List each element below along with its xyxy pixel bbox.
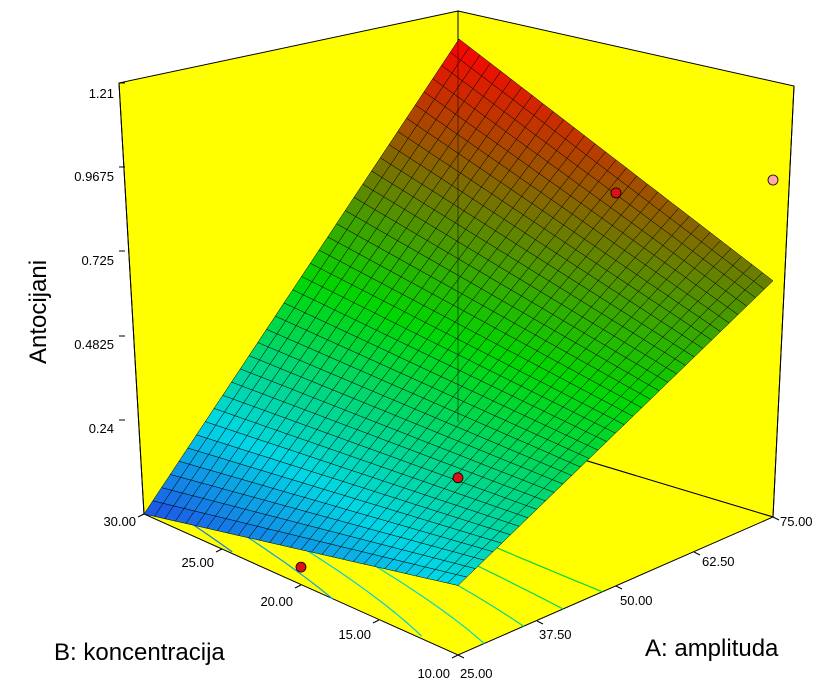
y-tick-label: 15.00 [338,627,371,642]
x-tick-label: 50.00 [620,593,653,608]
y-axis-title: B: koncentracija [54,639,225,666]
z-tick-label: 1.21 [89,86,114,101]
front-right-edge [772,85,795,518]
x-axis: 25.00 37.50 50.00 62.50 75.00 [457,514,813,681]
z-axis: 1.21 0.9675 0.725 0.4825 0.24 [74,82,125,436]
y-tick-label: 25.00 [181,555,214,570]
y-tick-label: 10.00 [417,666,450,681]
y-tick-label: 20.00 [260,594,293,609]
z-tick-label: 0.4825 [74,337,114,352]
x-tick-label: 37.50 [539,627,572,642]
x-tick-label: 62.50 [702,554,735,569]
z-tick-label: 0.24 [89,421,114,436]
design-points [295,174,779,573]
z-tick-label: 0.725 [81,253,114,268]
z-axis-title: Antocijani [25,260,52,364]
response-surface [143,38,774,586]
design-point [295,561,307,573]
design-point [452,472,464,484]
x-tick-label: 25.00 [460,666,493,681]
x-tick-label: 75.00 [780,514,813,529]
x-axis-title: A: amplituda [645,635,779,662]
y-axis: 30.00 25.00 20.00 15.00 10.00 [103,513,459,681]
y-tick-label: 30.00 [103,514,136,529]
z-tick-label: 0.9675 [74,169,114,184]
front-left-edge [118,82,145,515]
design-point [767,174,779,186]
surface-cell [753,272,774,290]
design-point [610,187,622,199]
